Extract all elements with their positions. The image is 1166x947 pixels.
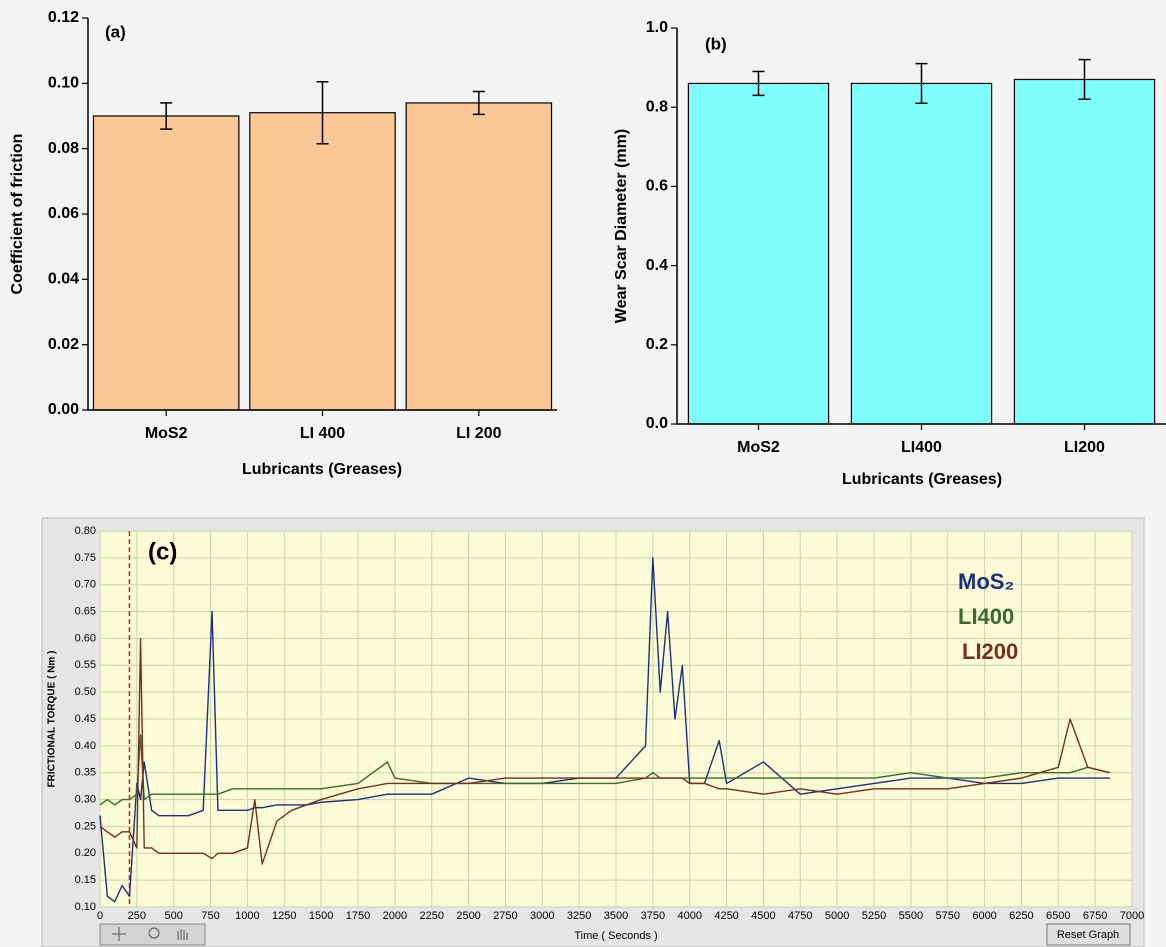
x-tick-label: 4000 xyxy=(677,910,701,922)
y-tick-label: 0.75 xyxy=(75,552,96,564)
x-tick-label: 2750 xyxy=(493,910,517,922)
x-axis-label: Lubricants (Greases) xyxy=(842,471,1002,488)
x-tick-label: 3500 xyxy=(604,910,628,922)
y-tick-label: 0.30 xyxy=(75,793,96,805)
x-tick-label: 6250 xyxy=(1009,910,1033,922)
x-tick-label: 5750 xyxy=(935,910,959,922)
x-tick-label: LI 400 xyxy=(300,425,345,442)
x-tick-label: 4500 xyxy=(751,910,775,922)
y-tick-label: 0.70 xyxy=(75,579,96,591)
x-axis-label: Lubricants (Greases) xyxy=(242,461,402,478)
x-tick-label: 3000 xyxy=(530,910,554,922)
y-tick-label: 0.80 xyxy=(75,525,96,537)
y-tick-label: 0.55 xyxy=(75,659,96,671)
bar xyxy=(851,83,991,424)
y-tick-label: 0.25 xyxy=(75,820,96,832)
figure: Reset Graph MoS2LI 400LI 2000.000.020.04… xyxy=(0,0,1166,947)
x-tick-label: 3250 xyxy=(567,910,591,922)
x-tick-label: 2250 xyxy=(419,910,443,922)
x-tick-label: 7000 xyxy=(1120,910,1144,922)
x-tick-label: 1500 xyxy=(309,910,333,922)
y-tick-label: 0.10 xyxy=(75,901,96,913)
bar xyxy=(93,116,238,410)
chart-title: (b) xyxy=(705,34,727,53)
y-tick-label: 0.4 xyxy=(646,257,668,274)
x-tick-label: 1750 xyxy=(346,910,370,922)
legend-entry: MoS₂ xyxy=(958,569,1014,594)
y-tick-label: 0.40 xyxy=(75,740,96,752)
y-tick-label: 0.04 xyxy=(48,271,79,288)
x-tick-label: 6000 xyxy=(972,910,996,922)
x-tick-label: 2500 xyxy=(456,910,480,922)
x-tick-label: 6500 xyxy=(1046,910,1070,922)
x-tick-label: MoS2 xyxy=(145,425,188,442)
bar xyxy=(406,103,551,410)
y-tick-label: 0.6 xyxy=(646,178,668,195)
x-tick-label: 6750 xyxy=(1083,910,1107,922)
x-tick-label: LI 200 xyxy=(456,425,501,442)
x-tick-label: 750 xyxy=(201,910,219,922)
y-tick-label: 0.00 xyxy=(48,401,79,418)
x-tick-label: 5250 xyxy=(862,910,886,922)
y-tick-label: 0.15 xyxy=(75,874,96,886)
x-tick-label: 2000 xyxy=(383,910,407,922)
y-tick-label: 0.60 xyxy=(75,632,96,644)
x-tick-label: 3750 xyxy=(641,910,665,922)
chart-title: (a) xyxy=(105,22,126,41)
y-tick-label: 0.8 xyxy=(646,98,668,115)
bar xyxy=(250,113,395,410)
y-tick-label: 0.45 xyxy=(75,713,96,725)
y-tick-label: 0.2 xyxy=(646,336,668,353)
legend-entry: LI200 xyxy=(962,639,1018,664)
y-tick-label: 0.02 xyxy=(48,336,79,353)
x-tick-label: 0 xyxy=(97,910,103,922)
y-tick-label: 0.08 xyxy=(48,140,79,157)
x-tick-label: MoS2 xyxy=(737,439,780,456)
reset-graph-label[interactable]: Reset Graph xyxy=(1057,929,1119,941)
bar xyxy=(1014,79,1154,424)
y-tick-label: 1.0 xyxy=(646,19,668,36)
y-tick-label: 0.12 xyxy=(48,9,79,26)
y-tick-label: 0.06 xyxy=(48,205,79,222)
y-tick-label: 0.65 xyxy=(75,605,96,617)
y-tick-label: 0.20 xyxy=(75,847,96,859)
x-tick-label: LI400 xyxy=(901,439,942,456)
x-axis-label: Time ( Seconds ) xyxy=(574,930,657,942)
x-tick-label: LI200 xyxy=(1064,439,1105,456)
chart-title: (c) xyxy=(148,538,177,565)
x-tick-label: 1250 xyxy=(272,910,296,922)
x-tick-label: 4250 xyxy=(714,910,738,922)
x-tick-label: 5500 xyxy=(899,910,923,922)
y-tick-label: 0.10 xyxy=(48,75,79,92)
legend-entry: LI400 xyxy=(958,604,1014,629)
bar xyxy=(688,83,828,424)
y-axis-label: FRICTIONAL TORQUE ( Nm ) xyxy=(47,651,58,788)
page: {"chart_data": [ {"type": "bar", "title"… xyxy=(0,0,1166,947)
y-tick-label: 0.50 xyxy=(75,686,96,698)
x-tick-label: 1000 xyxy=(235,910,259,922)
x-tick-label: 5000 xyxy=(825,910,849,922)
x-tick-label: 4750 xyxy=(788,910,812,922)
y-axis-label: Coefficient of friction xyxy=(9,134,26,295)
y-tick-label: 0.35 xyxy=(75,767,96,779)
x-tick-label: 500 xyxy=(165,910,183,922)
y-axis-label: Wear Scar Diameter (mm) xyxy=(613,129,630,323)
y-tick-label: 0.0 xyxy=(646,415,668,432)
x-tick-label: 250 xyxy=(128,910,146,922)
